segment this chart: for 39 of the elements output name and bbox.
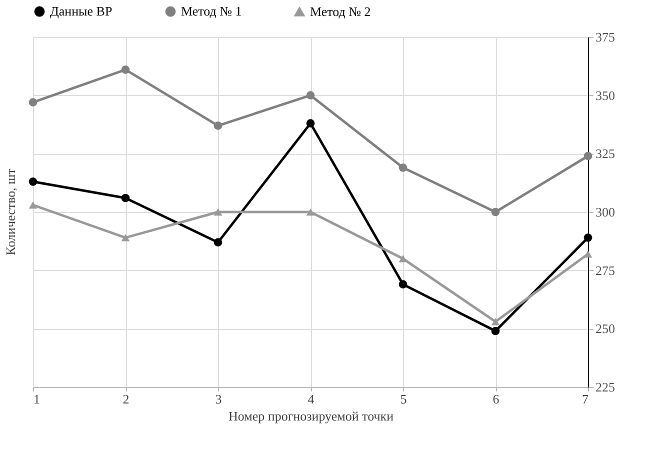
x-tick-label: 3 <box>215 392 222 406</box>
point <box>306 208 315 216</box>
point <box>491 318 500 326</box>
point <box>398 163 408 172</box>
point <box>214 121 222 130</box>
point <box>121 65 130 74</box>
y-tick-label: 300 <box>596 204 615 220</box>
point <box>398 255 408 262</box>
point <box>28 201 38 209</box>
point <box>306 119 315 128</box>
x-tick-label: 4 <box>308 392 315 406</box>
point <box>28 98 38 107</box>
x-axis-title: Номер прогнозируемой точки <box>228 408 394 424</box>
y-tick-label: 350 <box>596 88 615 103</box>
y-tick-label: 275 <box>596 262 615 278</box>
point <box>584 152 592 160</box>
point <box>306 91 315 100</box>
y-axis-title: Количество, шт <box>3 168 18 256</box>
point <box>491 326 500 336</box>
point <box>121 234 130 242</box>
point <box>214 238 222 247</box>
x-tick-label: 1 <box>34 392 40 406</box>
point <box>214 208 222 216</box>
y-tick-label: 225 <box>596 380 615 394</box>
legend-label: Данные ВР <box>50 4 112 19</box>
x-tick-label: 6 <box>492 392 500 406</box>
x-tick-label: 5 <box>400 392 407 406</box>
point <box>28 177 38 186</box>
point <box>491 208 500 216</box>
point <box>584 233 592 242</box>
point <box>121 194 130 202</box>
y-tick-label: 375 <box>596 30 615 44</box>
x-tick-label: 7 <box>582 392 589 406</box>
point <box>398 280 408 289</box>
legend-label: Метод № 1 <box>181 4 242 19</box>
y-tick-label: 325 <box>596 146 615 162</box>
y-tick-label: 250 <box>596 321 615 336</box>
legend-label: Метод № 2 <box>310 4 371 19</box>
x-tick-label: 2 <box>122 392 130 406</box>
